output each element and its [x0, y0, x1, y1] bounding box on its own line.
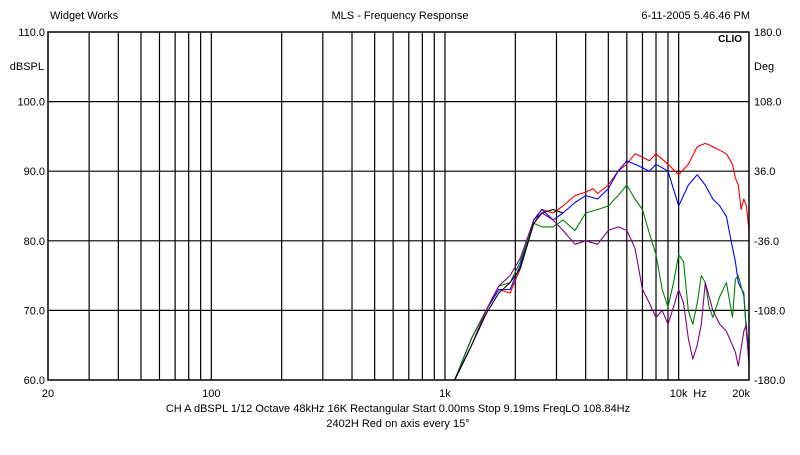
y2-tick-label: -108.0	[754, 305, 785, 317]
grid	[48, 32, 749, 380]
series-line-3	[454, 184, 750, 381]
x-axis-unit: Hz	[693, 388, 706, 400]
y2-tick-label: -180.0	[754, 375, 785, 387]
x-tick-label: 1k	[439, 388, 451, 400]
y2-axis-unit: Deg	[754, 61, 774, 73]
y-tick-label: 80.0	[24, 236, 45, 248]
y-tick-label: 60.0	[24, 375, 45, 387]
footer-caption: 2402H Red on axis every 15°	[326, 418, 469, 430]
y-tick-label: 90.0	[24, 166, 45, 178]
x-tick-label: 20	[42, 388, 54, 400]
y2-tick-label: -36.0	[754, 236, 779, 248]
y-tick-label: 110.0	[18, 27, 45, 39]
series-line-4	[454, 212, 750, 381]
tick-labels: 110.0 100.0 90.0 80.0 70.0 60.0 180.0 108.0 36.0…	[17, 27, 785, 400]
header-left: Widget Works	[50, 10, 119, 22]
chart-title: MLS - Frequency Response	[332, 10, 469, 22]
y2-tick-label: 36.0	[754, 166, 775, 178]
y-axis-unit: dBSPL	[10, 61, 44, 73]
y2-tick-label: 180.0	[754, 27, 782, 39]
series-line-5	[454, 208, 564, 381]
plot-frame	[47, 31, 750, 381]
y-tick-label: 70.0	[24, 305, 45, 317]
header-timestamp: 6-11-2005 5.46.46 PM	[641, 10, 750, 22]
x-tick-label: 10k	[670, 388, 688, 400]
series-group	[454, 142, 750, 381]
y-tick-label: 100.0	[17, 97, 45, 109]
y2-tick-label: 108.0	[754, 97, 782, 109]
x-tick-label: 100	[202, 388, 220, 400]
x-tick-label: 20k	[732, 388, 750, 400]
footer-settings: CH A dBSPL 1/12 Octave 48kHz 16K Rectang…	[166, 403, 630, 415]
brand-logo: CLIO	[718, 34, 742, 45]
